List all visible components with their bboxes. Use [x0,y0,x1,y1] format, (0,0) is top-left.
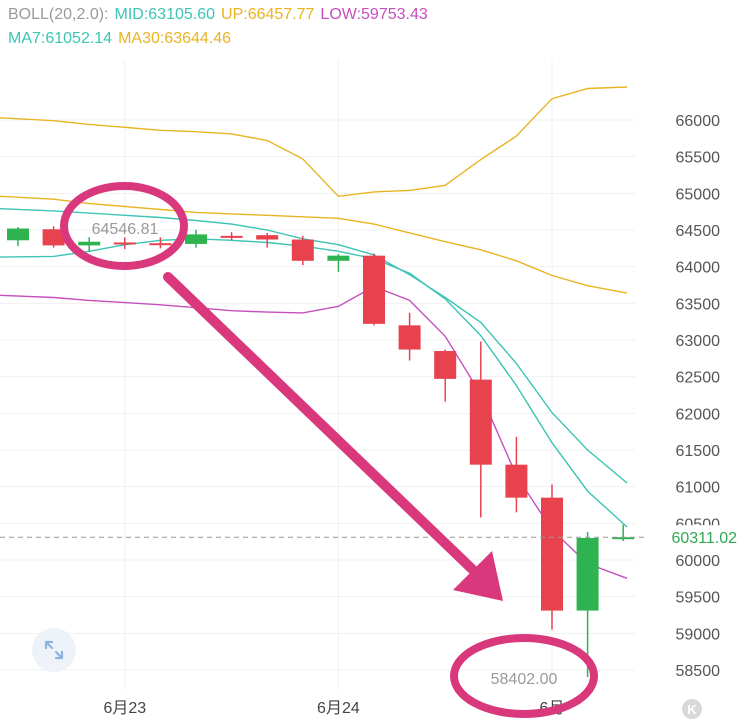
y-tick-label: 61500 [676,443,721,460]
candle-body [434,351,457,379]
candle [576,532,599,678]
y-tick-label: 59000 [676,626,721,643]
candles [7,226,635,678]
candle-body [576,538,599,611]
candle-body [185,234,207,244]
indicator-lines [0,86,628,579]
y-tick-label: 60000 [676,553,721,570]
y-tick-label: 64500 [676,223,721,240]
candle [291,235,314,266]
candle [541,484,563,630]
annotations: 64546.81 58402.00 [60,182,598,718]
candle-body [7,228,29,241]
y-tick-label: 59500 [676,590,721,607]
legend-up: UP:66457.77 [221,6,315,23]
down-arrow-shaft [163,272,477,574]
candle [327,254,350,272]
y-tick-label: 62000 [676,406,721,423]
current-price-label: 60311.02 [671,530,737,547]
y-tick-label: 63000 [676,333,721,350]
candle [185,230,207,248]
legend-row-ma: MA7:61052.14 MA30:63644.46 [8,30,237,48]
x-date-label: 6月24 [317,700,360,717]
candle [612,524,635,541]
collapse-button[interactable]: K [682,699,702,719]
down-arrow-head [453,551,503,601]
candle [363,253,385,326]
candle [42,226,65,248]
candle-body [149,243,172,246]
y-tick-label: 65000 [676,186,721,203]
legend-row-boll: BOLL(20,2.0): MID:63105.60 UP:66457.77 LOW:… [8,6,434,24]
candle-body [612,537,635,540]
x-date-label: 6月23 [103,700,146,717]
candle-body [113,242,136,245]
y-axis: 5850059000595006000060500610006150062000… [676,113,721,680]
y-tick-label: 62500 [676,370,721,387]
chevron-left-icon: K [687,701,697,717]
candle-body [256,235,279,240]
y-tick-label: 66000 [676,113,721,130]
candle-body [78,241,101,246]
candle [220,232,243,241]
candle-body [291,239,314,261]
candle [78,237,101,252]
candle-body [220,235,243,238]
grid [0,60,635,690]
high-price-label: 64546.81 [92,221,159,238]
candle [505,436,528,513]
y-tick-label: 64000 [676,260,721,277]
candle [7,227,29,247]
candle-body [363,255,385,324]
y-tick-label: 63500 [676,296,721,313]
series-line-low [0,285,628,579]
series-line-up [0,86,628,198]
candle [398,312,421,361]
legend-ma7: MA7:61052.14 [8,30,113,47]
candle-body [327,255,350,261]
legend-low: LOW:59753.43 [320,6,428,23]
candle-body [398,325,421,350]
y-tick-label: 65500 [676,150,721,167]
series-line-ma7 [0,238,628,528]
candle-body [505,464,528,498]
legend-ma30: MA30:63644.46 [118,30,232,47]
low-circle-annotation [450,634,598,718]
candle-body [541,497,563,611]
series-line-mid [0,208,628,484]
legend-mid: MID:63105.60 [114,6,216,23]
candle [256,232,279,248]
expand-button[interactable] [32,628,76,672]
expand-arrows-icon [44,640,64,660]
y-tick-label: 61000 [676,480,721,497]
legend-boll-name: BOLL(20,2.0): [8,6,109,23]
high-circle-annotation [60,182,188,270]
y-tick-label: 58500 [676,663,721,680]
candle-body [469,379,492,465]
current-price-tag [648,525,744,550]
series-line-ma30 [0,195,628,294]
candle [469,341,492,518]
candle [113,237,136,250]
candle [434,349,457,402]
low-price-label: 58402.00 [491,671,558,688]
candle-body [42,229,65,246]
candle [149,237,172,249]
